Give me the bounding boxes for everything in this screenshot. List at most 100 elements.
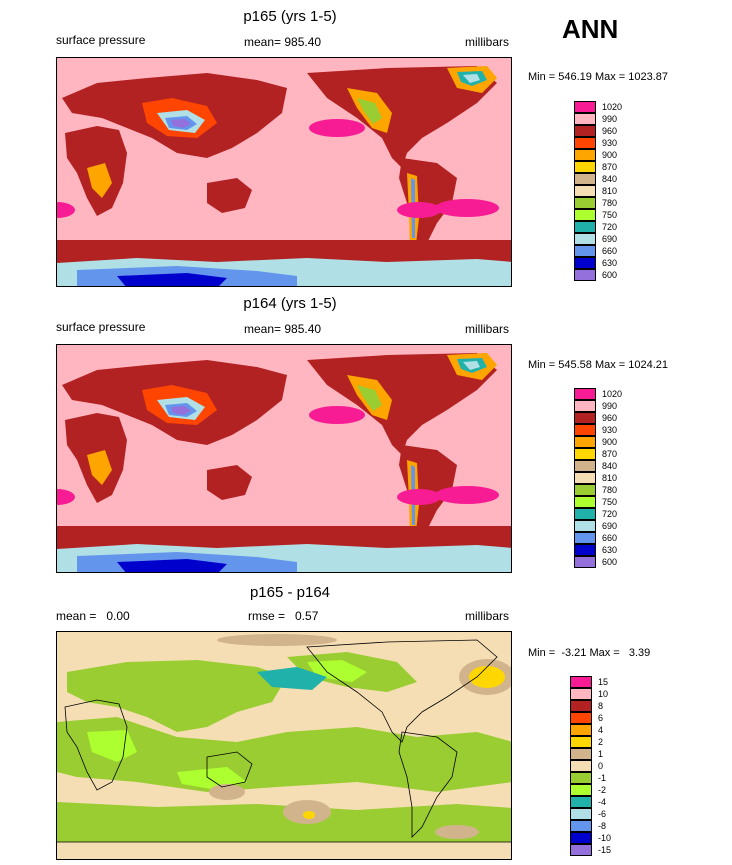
panel-3-australia-outline [206,751,253,788]
panel-3-legend-swatch [570,808,592,820]
panel-3-legend-label: 15 [598,677,609,687]
panel-2-south-pacific-high [397,489,441,505]
panel-2-pacific-high [309,406,365,424]
panel-2-legend-label: 630 [602,545,618,555]
panel-2-legend-swatch [574,520,596,532]
panel-3-legend-label: 4 [598,725,604,735]
panel-3-mean-label: mean = 0.00 [56,609,130,623]
panel-3-legend-swatch [570,820,592,832]
panel-3-legend-swatch [570,784,592,796]
panel-2-mean-label: mean= 985.40 [244,322,322,336]
panel-1-legend: 1020 990 960 930 900 870 840 810 780 750… [574,101,654,281]
panel-3-legend-swatch [570,832,592,844]
panel-1-legend-swatch [574,161,596,173]
panel-1-south-pacific-high [397,202,441,218]
panel-2-legend-label: 1020 [602,389,623,399]
panel-3-legend-swatch [570,796,592,808]
panel-1-legend-label: 630 [602,258,618,268]
panel-2-map [56,344,512,573]
panel-1-variable-label: surface pressure [56,33,146,47]
panel-2-south-atlantic-high [435,486,499,504]
panel-3-map [56,631,512,860]
panel-3-africa-lightgreen [87,730,137,762]
panel-1-legend-label: 840 [602,174,618,184]
panel-1-legend-label: 660 [602,246,618,256]
panel-3-legend-swatch [570,712,592,724]
panel-2-legend-swatch [574,508,596,520]
panel-3-indian-tan [209,784,245,800]
panel-3-legend-swatch [570,688,592,700]
panel-3-eurasia-green [67,660,287,732]
panel-1-legend-swatch [574,245,596,257]
panel-1-legend-label: 690 [602,234,618,244]
panel-1-mean-label: mean= 985.40 [244,35,322,49]
panel-1-legend-label: 990 [602,114,618,124]
panel-1-legend-swatch [574,137,596,149]
panel-2-legend-label: 720 [602,509,618,519]
panel-3-legend-label: 10 [598,689,609,699]
panel-1-antarctica-core [117,273,227,286]
panel-3-legend-swatch [570,748,592,760]
panel-1-legend-label: 960 [602,126,618,136]
panel-2-map-canvas [57,345,511,572]
panel-3-satl-tan [435,825,479,839]
panel-2-legend-label: 870 [602,449,618,459]
panel-3-atlantic-yellow [469,666,505,688]
panel-1-legend-label: 600 [602,270,618,280]
panel-3-samerica-outline [398,731,458,838]
panel-2-tibet-core [171,406,191,415]
panel-2-legend: 1020 990 960 930 900 870 840 810 780 750… [574,388,654,568]
panel-2-legend-swatch [574,388,596,400]
panel-3-southern-green [57,802,511,842]
panel-1-legend-label: 900 [602,150,618,160]
panel-2-legend-swatch [574,496,596,508]
panel-3-africa-outline [64,699,128,791]
panel-3-legend-label: -8 [598,821,607,831]
panel-2-greenland-core [463,361,480,370]
panel-1-legend-label: 750 [602,210,618,220]
panel-2-legend-label: 900 [602,437,618,447]
panel-2-legend-swatch [574,460,596,472]
panel-3-units-label: millibars [465,609,510,623]
panel-1-indian-high [57,202,75,218]
panel-2-legend-swatch [574,436,596,448]
panel-1-pacific-high [309,119,365,137]
panel-1-legend-swatch [574,221,596,233]
panel-3-rmse-label: rmse = 0.57 [248,609,319,623]
panel-1-title: p165 (yrs 1-5) [243,8,337,25]
panel-3-legend-label: -15 [598,845,612,855]
panel-2-legend-label: 960 [602,413,618,423]
panel-3-legend-swatch [570,724,592,736]
panel-1-legend-label: 1020 [602,102,623,112]
panel-2-legend-label: 750 [602,497,618,507]
panel-2-legend-label: 690 [602,521,618,531]
panel-1-legend-swatch [574,113,596,125]
panel-3-npac-teal [257,667,327,690]
panel-1-legend-swatch [574,173,596,185]
panel-3-tropical-green [57,717,511,792]
panel-3-legend-swatch [570,760,592,772]
panel-2-title: p164 (yrs 1-5) [243,295,337,312]
panel-3-legend-label: 0 [598,761,604,771]
panel-3-legend-label: 2 [598,737,604,747]
panel-1-south-atlantic-high [435,199,499,217]
panel-2-variable-label: surface pressure [56,320,146,334]
panel-1-units-label: millibars [465,35,510,49]
panel-1-legend-swatch [574,125,596,137]
panel-1-minmax-label: Min = 546.19 Max = 1023.87 [528,71,669,83]
panel-3-legend-swatch [570,736,592,748]
panel-1-legend-swatch [574,257,596,269]
panel-2-australia-field [207,465,252,500]
panel-2-legend-swatch [574,412,596,424]
panel-3-legend-label: -1 [598,773,607,783]
panel-2-indian-high [57,489,75,505]
panel-3-map-canvas [57,632,511,859]
panel-2-antarctica-core [117,559,227,572]
panel-3-legend-swatch [570,676,592,688]
panel-3-legend-label: 1 [598,749,604,759]
panel-2-legend-swatch [574,556,596,568]
panel-2-minmax-label: Min = 545.58 Max = 1024.21 [528,359,669,371]
season-label: ANN [562,14,619,44]
panel-1-legend-swatch [574,149,596,161]
panel-2-rockies-green [357,385,382,411]
